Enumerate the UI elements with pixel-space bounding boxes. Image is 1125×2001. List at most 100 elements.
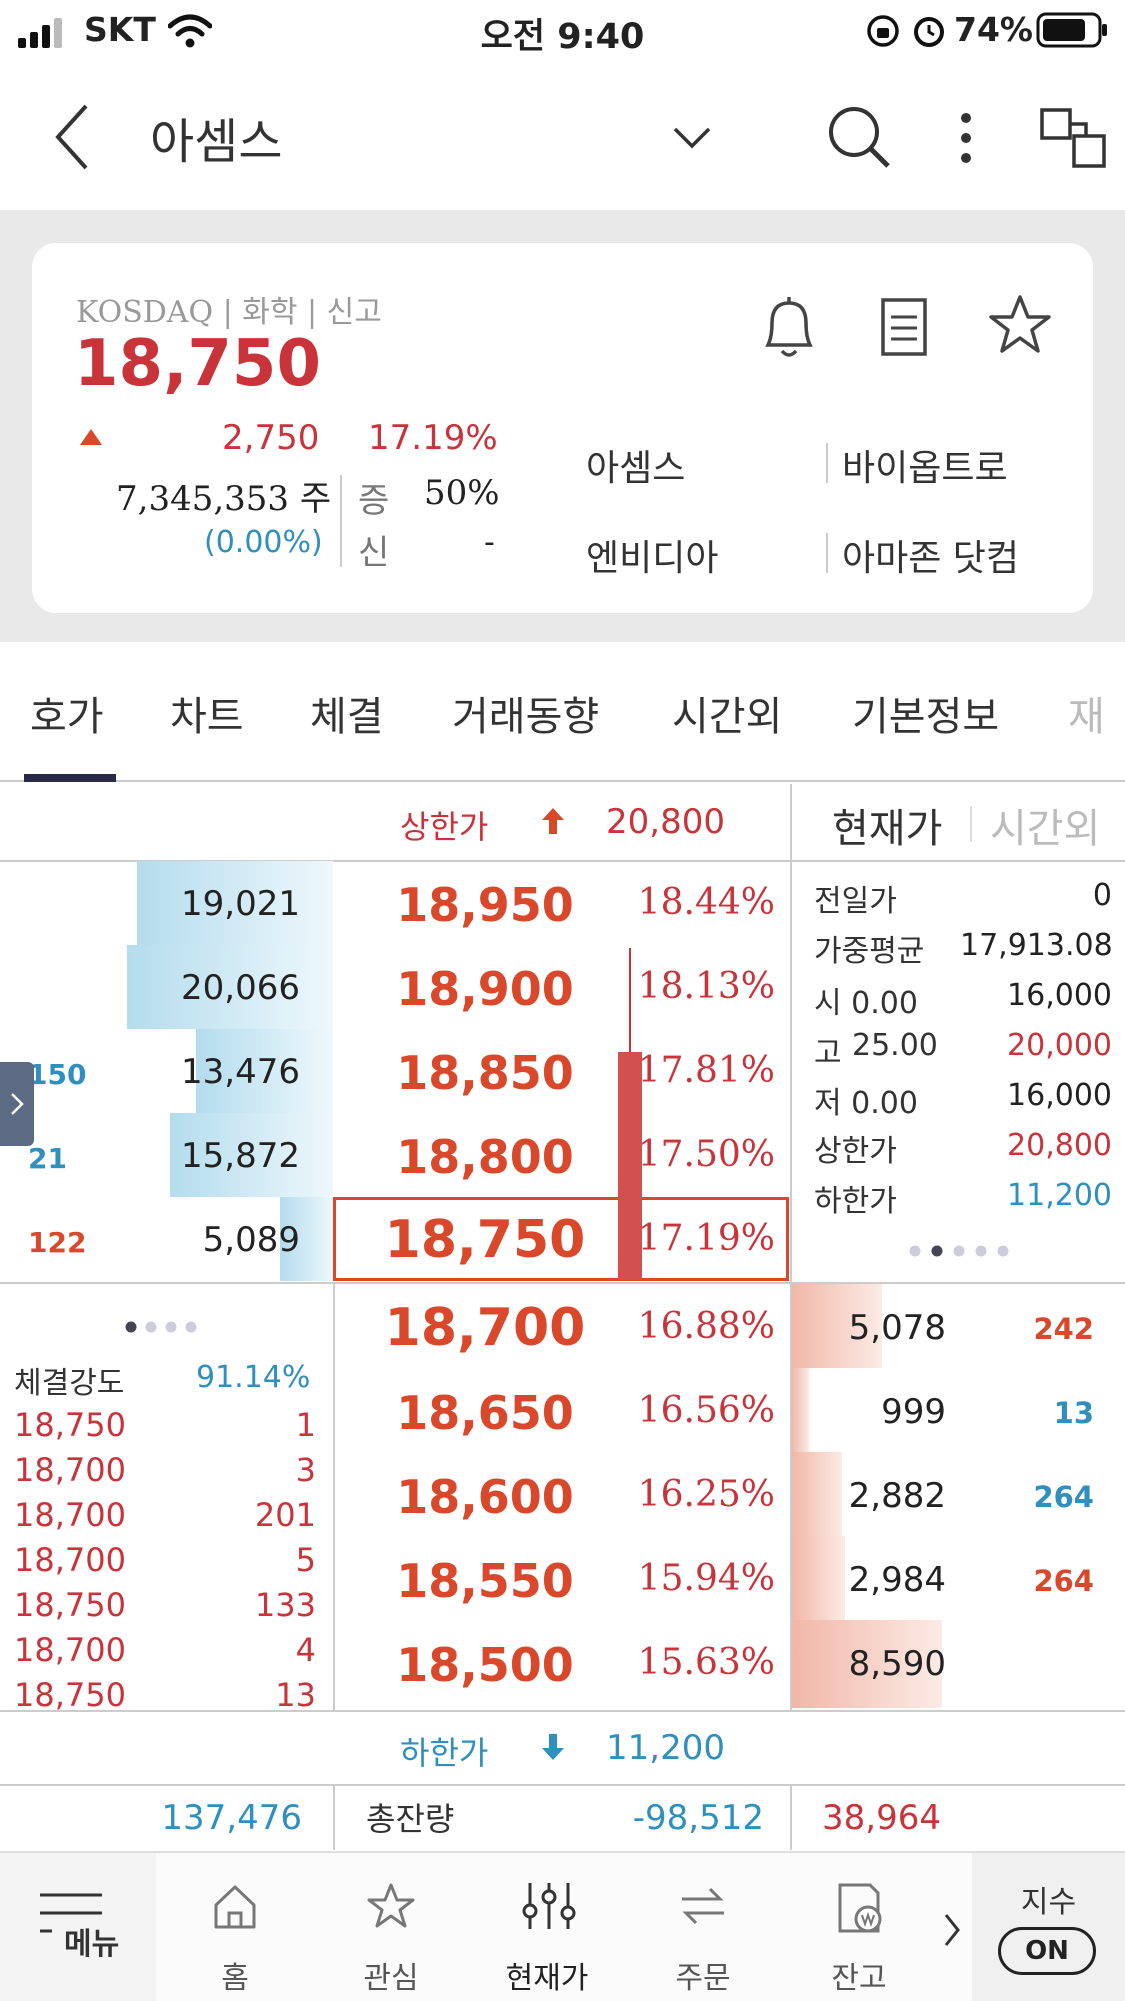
nav-home[interactable]: 홈 <box>160 1853 310 2001</box>
battery-icon <box>1036 12 1107 48</box>
trade-strength-label: 체결강도 <box>14 1366 125 1401</box>
stock-name-title[interactable]: 아셈스 <box>150 114 283 170</box>
side-panel-toggle[interactable] <box>0 1062 34 1146</box>
ask-price[interactable]: 18,850 <box>396 1046 574 1100</box>
candle-wick <box>629 948 631 1060</box>
info-label: 전일가 <box>814 884 897 919</box>
info-label: 시 0.00 <box>814 986 918 1021</box>
after-hours-toggle[interactable]: 시간외 <box>990 806 1101 852</box>
current-price-toggle[interactable]: 현재가 <box>832 806 943 852</box>
chevron-right-icon[interactable] <box>942 1911 962 1949</box>
tab-basic-info[interactable]: 기본정보 <box>852 694 1000 740</box>
bid-pct: 16.25% <box>637 1474 775 1515</box>
bid-volume-bar <box>792 1452 842 1536</box>
nav-current-price[interactable]: 현재가 <box>472 1853 622 2001</box>
ask-change: 21 <box>28 1142 67 1175</box>
bid-pct: 16.56% <box>637 1390 775 1431</box>
bid-price[interactable]: 18,550 <box>396 1554 574 1608</box>
ask-volume-bar <box>280 1197 333 1281</box>
divider <box>826 443 828 483</box>
battery-percent: 74% <box>954 10 1033 49</box>
tab-chart[interactable]: 차트 <box>170 694 244 740</box>
bid-quantity: 2,882 <box>848 1476 946 1516</box>
bid-price[interactable]: 18,600 <box>396 1470 574 1524</box>
tick-qty: 1 <box>295 1406 316 1444</box>
tick-qty: 3 <box>295 1451 316 1489</box>
tick-qty: 13 <box>275 1676 316 1710</box>
ask-volume-bar <box>170 1113 333 1197</box>
related-stock-2[interactable]: 바이옵트로 <box>842 448 1008 489</box>
ask-total: 137,476 <box>161 1798 302 1838</box>
credit-label: 신 <box>358 533 390 573</box>
index-label: 지수 <box>1020 1885 1077 1920</box>
info-value: 0 <box>1092 878 1112 913</box>
divider <box>790 1784 792 1850</box>
balance-icon <box>838 1883 882 1933</box>
ask-quantity: 20,066 <box>181 968 300 1008</box>
related-stock-3[interactable]: 엔비디아 <box>586 538 719 579</box>
chevron-down-icon[interactable] <box>672 126 712 150</box>
tab-after-hours[interactable]: 시간외 <box>672 694 783 740</box>
page-indicator[interactable] <box>908 1244 1012 1258</box>
ask-price[interactable]: 18,800 <box>396 1130 574 1184</box>
multi-window-icon[interactable] <box>1040 106 1108 170</box>
app-header: 아셈스 <box>0 62 1125 210</box>
back-arrow-icon[interactable] <box>52 102 92 172</box>
margin-label: 증 <box>358 481 390 521</box>
total-remaining-label: 총잔량 <box>366 1800 455 1838</box>
tick-price: 18,750 <box>14 1406 126 1444</box>
ask-volume-bar <box>196 1029 333 1113</box>
chevron-right-icon <box>11 1093 24 1115</box>
tab-trading-trend[interactable]: 거래동향 <box>452 694 600 740</box>
divider <box>790 784 792 1712</box>
bid-quantity: 2,984 <box>848 1560 946 1600</box>
bid-volume-bar <box>792 1536 845 1620</box>
divider <box>0 860 1125 862</box>
bid-change: 264 <box>1033 1480 1094 1514</box>
nav-watchlist[interactable]: 관심 <box>316 1853 466 2001</box>
nav-menu-label: 메뉴 <box>64 1927 120 1962</box>
price-change: 2,750 <box>222 418 320 458</box>
trade-strength-value: 91.14% <box>196 1360 311 1395</box>
related-stock-4[interactable]: 아마존 닷컴 <box>842 538 1020 579</box>
sliders-icon <box>522 1883 576 1929</box>
bid-price[interactable]: 18,650 <box>396 1386 574 1440</box>
divider <box>333 1282 335 1712</box>
star-icon[interactable] <box>988 293 1052 355</box>
credit-value: - <box>484 525 495 560</box>
bid-change: 264 <box>1033 1564 1094 1598</box>
tick-price: 18,700 <box>14 1496 126 1534</box>
index-toggle[interactable]: ON <box>998 1927 1096 1975</box>
info-label: 가중평균 <box>814 934 925 969</box>
ask-change: 150 <box>28 1058 87 1091</box>
info-value: 16,000 <box>1007 1078 1112 1113</box>
nav-order[interactable]: 주문 <box>628 1853 778 2001</box>
orderbook: 상한가 20,800 현재가 시간외 19,021 20,066 13,476 … <box>0 784 1125 1850</box>
tab-orderbook[interactable]: 호가 <box>30 694 104 740</box>
divider <box>333 1784 335 1850</box>
ask-pct: 18.44% <box>637 882 775 923</box>
tab-trades[interactable]: 체결 <box>310 694 384 740</box>
ask-price[interactable]: 18,950 <box>396 878 574 932</box>
bid-quantity: 5,078 <box>848 1308 946 1348</box>
bell-icon[interactable] <box>758 293 820 361</box>
related-stock-1[interactable]: 아셈스 <box>586 448 686 489</box>
bid-price[interactable]: 18,500 <box>396 1638 574 1692</box>
star-icon <box>367 1883 415 1928</box>
page-indicator[interactable] <box>124 1320 204 1334</box>
tab-financials[interactable]: 재 <box>1068 694 1105 740</box>
alarm-icon <box>914 17 944 47</box>
bid-price[interactable]: 18,700 <box>384 1298 586 1358</box>
nav-menu[interactable]: 메뉴 <box>0 1853 156 2001</box>
ask-price-current[interactable]: 18,750 <box>384 1210 586 1270</box>
index-panel: 지수 ON <box>972 1853 1125 2001</box>
bid-pct: 16.88% <box>637 1306 775 1347</box>
notes-icon[interactable] <box>880 297 928 357</box>
search-icon[interactable] <box>826 104 892 170</box>
nav-balance[interactable]: 잔고 <box>784 1853 934 2001</box>
up-arrow-icon <box>542 808 564 834</box>
more-vertical-icon[interactable] <box>958 110 974 166</box>
ask-price[interactable]: 18,900 <box>396 962 574 1016</box>
home-icon <box>214 1885 256 1929</box>
candle-body <box>618 1052 642 1280</box>
